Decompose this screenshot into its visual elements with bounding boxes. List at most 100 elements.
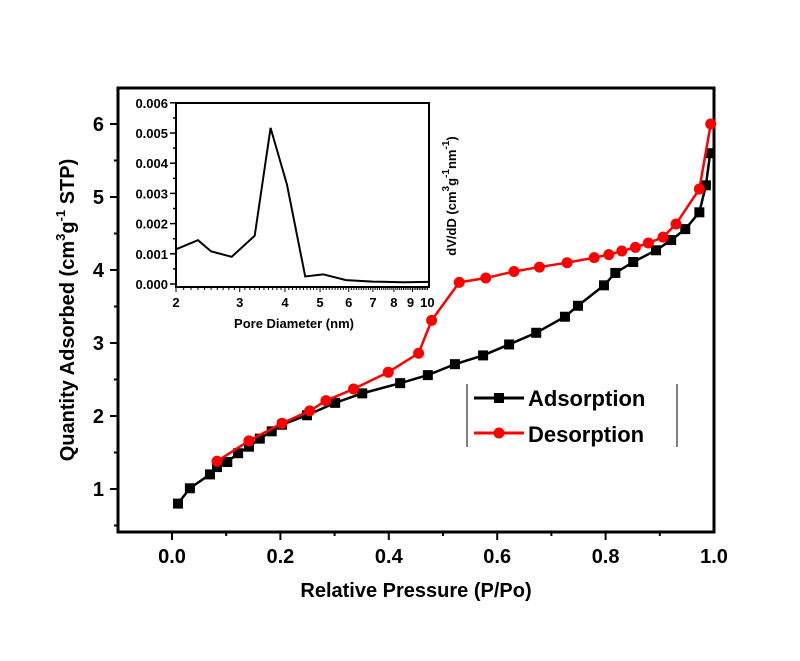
inset-x-tick-label: 7 [369,295,376,310]
adsorption-point [211,462,222,473]
inset-y-axis-title: dV/dD (cm3g-1nm-1) [441,136,459,255]
x-tick-label: 0.8 [592,546,620,568]
main-y-title-sup2: -1 [53,210,68,222]
desorption-point [508,265,520,277]
main-y-title-sup1: 3 [53,234,68,241]
adsorption-point [357,388,368,399]
main-x-axis-title: Relative Pressure (P/Po) [300,580,531,602]
x-tick-label: 0.6 [483,546,511,568]
main-y-axis-title: Quantity Adsorbed (cm3g-1 STP) [53,159,79,462]
legend-desorption-marker [493,427,505,439]
x-tick-label: 0.0 [158,546,186,568]
inset-plot-frame [175,102,430,288]
desorption-point [382,366,394,378]
inset-x-tick-label: 4 [281,295,289,310]
y-tick-label: 5 [93,187,104,209]
adsorption-point [680,224,691,235]
adsorption-point [504,339,515,350]
inset-y-title-sup2: -1 [441,169,452,178]
main-y-title-mid: g [57,221,79,233]
desorption-point [588,252,600,264]
adsorption-point [172,498,183,509]
adsorption-point [266,426,277,437]
adsorption-point [222,456,233,467]
desorption-point [629,241,641,253]
desorption-point [276,417,288,429]
inset-y-title-mid: g [444,178,459,186]
adsorption-point [598,280,609,291]
adsorption-point [531,327,542,338]
x-tick-label: 1.0 [700,546,728,568]
inset-y-title-mid2: nm [444,150,459,170]
desorption-point [603,249,615,261]
main-plot-frame [116,86,716,534]
desorption-point [693,183,705,195]
y-tick-label: 6 [93,114,104,136]
inset-x-tick-label: 3 [236,295,243,310]
adsorption-point [478,350,489,361]
desorption-point [243,435,255,447]
desorption-point [348,383,360,395]
desorption-point [642,237,654,249]
inset-y-tick-label: 0.006 [135,96,168,111]
desorption-point [705,118,717,130]
legend-desorption-label: Desorption [528,422,644,447]
pore-distribution-line [175,127,430,284]
desorption-point [480,272,492,284]
adsorption-point [651,245,662,256]
adsorption-point [243,441,254,452]
adsorption-point [422,370,433,381]
desorption-point [413,347,425,359]
y-tick-label: 3 [93,333,104,355]
desorption-point [616,245,628,257]
adsorption-point [559,311,570,322]
adsorption-point [572,300,583,311]
adsorption-point [330,397,341,408]
inset-y-title-main: dV/dD (cm [444,191,459,255]
adsorption-point [705,148,716,159]
desorption-point [304,405,316,417]
desorption-point [320,395,332,407]
adsorption-point [694,207,705,218]
desorption-point [426,314,438,326]
inset-y-tick-label: 0.001 [135,247,168,262]
inset-y-title-sup3: -1 [441,140,452,149]
inset-y-title-end: ) [444,136,459,140]
desorption-point [561,257,573,269]
x-tick-label: 0.4 [375,546,404,568]
x-tick-label: 0.2 [266,546,294,568]
y-tick-label: 2 [93,406,104,428]
adsorption-point [628,256,639,267]
inset-x-tick-label: 2 [172,295,179,310]
adsorption-point [700,180,711,191]
inset-frame-bg [176,103,429,287]
desorption-point [453,276,465,288]
desorption-point [670,218,682,230]
inset-x-axis-title: Pore Diameter (nm) [234,316,354,331]
inset-y-tick-label: 0.004 [135,156,168,171]
main-y-title-main: Quantity Adsorbed (cm [57,241,79,461]
desorption-point [657,231,669,243]
adsorption-point [204,469,215,480]
inset-y-tick-label: 0.002 [135,217,168,232]
adsorption-point [666,235,677,246]
y-tick-label: 4 [93,260,105,282]
inset-y-title-sup1: 3 [441,185,452,191]
adsorption-point [449,359,460,370]
adsorption-point [184,483,195,494]
adsorption-point [610,267,621,278]
desorption-point [533,261,545,273]
inset-x-tick-label: 5 [316,295,323,310]
legend-adsorption-marker [494,393,504,403]
inset-y-tick-label: 0.005 [135,126,168,141]
inset-x-tick-label: 6 [345,295,352,310]
y-tick-label: 1 [93,479,104,501]
inset-x-tick-label: 10 [420,295,434,310]
main-y-title-end: STP) [57,159,79,210]
inset-y-tick-label: 0.000 [135,277,168,292]
inset-x-tick-label: 9 [407,295,414,310]
desorption-point [211,455,223,467]
adsorption-point [395,378,406,389]
adsorption-point [254,433,265,444]
